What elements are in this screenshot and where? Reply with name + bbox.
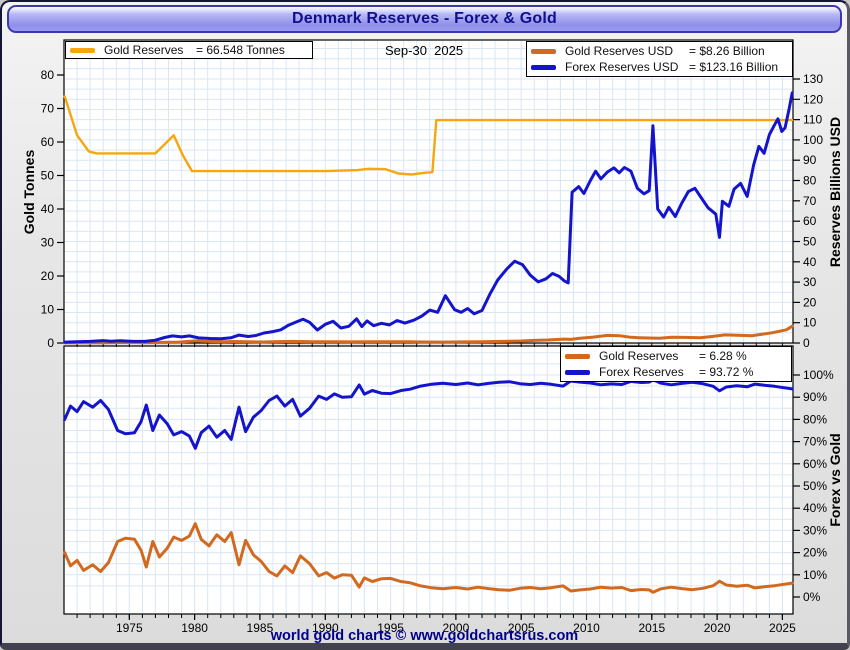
footer-credit: world gold charts © www.goldchartsrus.co…	[270, 628, 579, 644]
svg-text:10: 10	[803, 316, 817, 330]
svg-text:1985: 1985	[247, 621, 274, 635]
svg-text:0%: 0%	[803, 590, 821, 604]
svg-text:1990: 1990	[312, 621, 339, 635]
svg-text:70: 70	[41, 102, 55, 116]
svg-text:30%: 30%	[803, 523, 827, 537]
legend-swatch-forex-pct	[565, 369, 590, 375]
svg-text:40: 40	[803, 255, 817, 269]
page-title: Denmark Reserves - Forex & Gold	[292, 10, 557, 27]
svg-text:60: 60	[41, 135, 55, 149]
svg-text:60%: 60%	[803, 457, 827, 471]
svg-text:90: 90	[803, 153, 817, 167]
axis-title-forex-vs-gold: Forex vs Gold	[827, 433, 843, 527]
svg-text:2000: 2000	[443, 621, 470, 635]
svg-text:50: 50	[803, 235, 817, 249]
svg-text:2025: 2025	[769, 621, 796, 635]
legend-label: Gold Reserves USD	[565, 44, 674, 58]
legend-value: = 6.28 %	[699, 349, 747, 363]
svg-text:40: 40	[41, 202, 55, 216]
svg-text:10%: 10%	[803, 568, 827, 582]
svg-text:50: 50	[41, 169, 55, 183]
svg-text:80: 80	[803, 174, 817, 188]
svg-text:1980: 1980	[181, 621, 208, 635]
svg-text:2005: 2005	[508, 621, 535, 635]
legend-item: Forex Reserves = 93.72 %	[565, 364, 787, 380]
date-label: Sep-30 2025	[385, 43, 464, 58]
svg-text:2020: 2020	[704, 621, 731, 635]
legend-top-left: Gold Reserves = 66.548 Tonnes	[65, 41, 313, 59]
legend-label: Gold Reserves	[599, 349, 679, 363]
svg-text:40%: 40%	[803, 501, 827, 515]
legend-item: Gold Reserves = 66.548 Tonnes	[70, 43, 308, 57]
svg-text:10: 10	[41, 303, 55, 317]
svg-text:50%: 50%	[803, 479, 827, 493]
legend-value: = 93.72 %	[699, 365, 754, 379]
svg-text:20%: 20%	[803, 546, 827, 560]
axis-title-gold-tonnes: Gold Tonnes	[21, 149, 37, 235]
legend-label: Forex Reserves USD	[565, 60, 679, 74]
svg-text:130: 130	[803, 72, 823, 86]
legend-item: Forex Reserves USD = $123.16 Billion	[531, 59, 788, 75]
svg-text:110: 110	[803, 113, 822, 127]
axis-title-reserves-usd: Reserves Billions USD	[827, 116, 843, 268]
svg-text:70: 70	[803, 194, 817, 208]
svg-text:60: 60	[803, 214, 817, 228]
legend-swatch-gold-tonnes	[70, 47, 95, 53]
svg-text:30: 30	[41, 236, 55, 250]
svg-text:120: 120	[803, 92, 823, 106]
svg-text:2010: 2010	[573, 621, 600, 635]
legend-value: = $8.26 Billion	[689, 44, 765, 58]
legend-value: = $123.16 Billion	[689, 60, 779, 74]
svg-text:0: 0	[803, 336, 810, 350]
svg-text:2015: 2015	[638, 621, 665, 635]
title-bar: Denmark Reserves - Forex & Gold	[7, 5, 842, 33]
legend-value: = 66.548 Tonnes	[196, 43, 285, 57]
legend-item: Gold Reserves = 6.28 %	[565, 348, 787, 364]
legend-top-right: Gold Reserves USD = $8.26 Billion Forex …	[526, 41, 793, 77]
legend-label: Gold Reserves	[104, 43, 184, 57]
svg-text:100: 100	[803, 133, 823, 147]
svg-text:80: 80	[41, 68, 55, 82]
svg-text:70%: 70%	[803, 435, 827, 449]
legend-bottom: Gold Reserves = 6.28 % Forex Reserves = …	[560, 346, 792, 382]
legend-swatch-gold-pct	[565, 353, 590, 359]
svg-text:20: 20	[803, 295, 817, 309]
svg-text:0: 0	[47, 336, 54, 350]
svg-text:1995: 1995	[377, 621, 404, 635]
legend-item: Gold Reserves USD = $8.26 Billion	[531, 43, 788, 59]
svg-text:100%: 100%	[803, 368, 834, 382]
svg-text:20: 20	[41, 269, 55, 283]
svg-text:30: 30	[803, 275, 817, 289]
svg-text:80%: 80%	[803, 412, 827, 426]
legend-swatch-forex-usd	[531, 64, 556, 70]
legend-swatch-gold-usd	[531, 48, 556, 54]
legend-label: Forex Reserves	[599, 365, 684, 379]
svg-text:90%: 90%	[803, 390, 827, 404]
svg-text:1975: 1975	[116, 621, 143, 635]
